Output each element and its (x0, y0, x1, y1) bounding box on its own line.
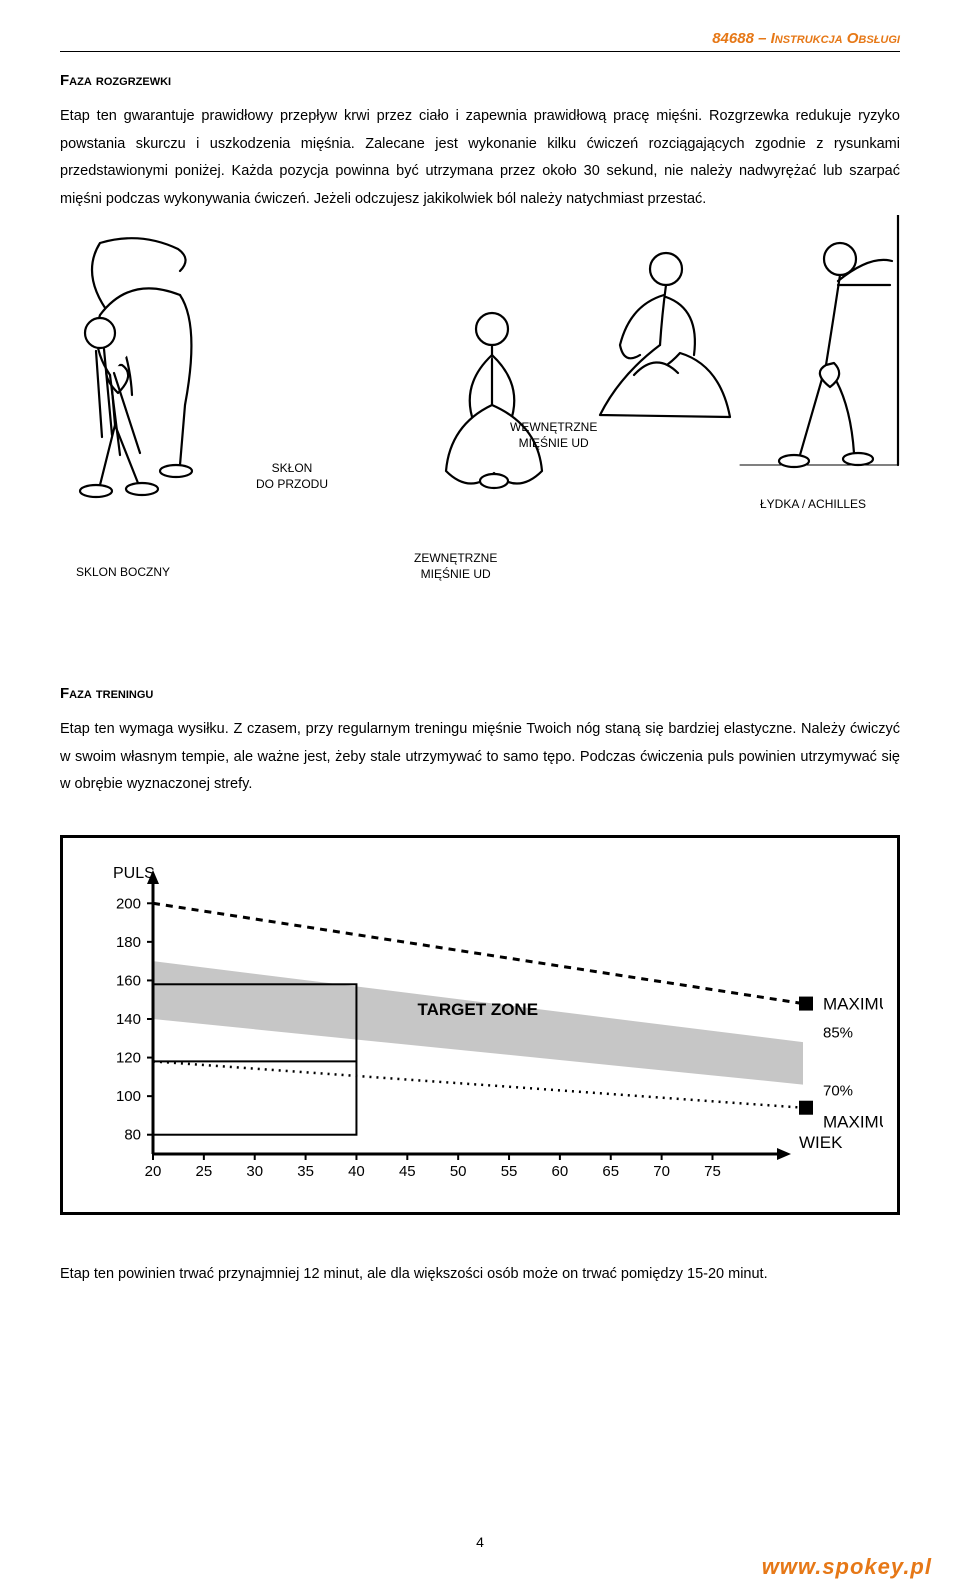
svg-text:60: 60 (552, 1163, 569, 1180)
forward-bend-label: SKŁONDO PRZODU (256, 461, 328, 492)
pulse-chart: 200 180 160 140 120 100 80 20 25 30 35 40 45 50 55 60 65… (60, 835, 900, 1215)
svg-text:PULS: PULS (113, 865, 155, 882)
svg-text:120: 120 (116, 1049, 141, 1066)
svg-text:70%: 70% (823, 1083, 853, 1100)
footer-logo: www.spokey.pl (762, 1554, 932, 1580)
inner-thigh-label: WEWNĘTRZNEMIĘŚNIE UD (510, 420, 597, 451)
outer-thigh-figure (570, 225, 740, 445)
svg-text:45: 45 (399, 1163, 416, 1180)
calf-achilles-figure (730, 215, 920, 475)
warmup-title: Faza rozgrzewki (60, 72, 900, 89)
training-title: Faza treningu (60, 685, 900, 702)
inner-thigh-figure (410, 295, 580, 515)
training-paragraph: Etap ten wymaga wysiłku. Z czasem, przy … (60, 716, 900, 799)
svg-text:70: 70 (653, 1163, 670, 1180)
svg-text:MAXIMUM: MAXIMUM (823, 994, 883, 1013)
warmup-paragraph: Etap ten gwarantuje prawidłowy przepływ … (60, 103, 900, 213)
stretch-figures: WEWNĘTRZNEMIĘŚNIE UD SKŁONDO PRZODU ŁYDK… (60, 225, 900, 645)
header-rule (60, 51, 900, 52)
svg-text:35: 35 (297, 1163, 314, 1180)
svg-text:WIEK: WIEK (799, 1133, 843, 1152)
svg-text:25: 25 (196, 1163, 213, 1180)
pulse-chart-svg: 200 180 160 140 120 100 80 20 25 30 35 40 45 50 55 60 65… (83, 854, 883, 1194)
closing-paragraph: Etap ten powinien trwać przynajmniej 12 … (60, 1261, 900, 1289)
svg-text:55: 55 (501, 1163, 518, 1180)
calf-label: ŁYDKA / ACHILLES (760, 497, 866, 513)
svg-text:50: 50 (450, 1163, 467, 1180)
svg-text:85%: 85% (823, 1024, 853, 1041)
svg-text:160: 160 (116, 972, 141, 989)
svg-text:75: 75 (704, 1163, 721, 1180)
document-header: 84688 – Instrukcja Obsługi (60, 30, 900, 51)
forward-bend-figure (60, 255, 230, 485)
svg-text:20: 20 (145, 1163, 162, 1180)
svg-text:MAXIMUM: MAXIMUM (823, 1113, 883, 1132)
outer-thigh-label: ZEWNĘTRZNEMIĘŚNIE UD (414, 551, 497, 582)
svg-text:30: 30 (246, 1163, 263, 1180)
svg-text:140: 140 (116, 1011, 141, 1028)
svg-text:40: 40 (348, 1163, 365, 1180)
svg-text:180: 180 (116, 934, 141, 951)
side-bend-label: SKLON BOCZNY (76, 565, 170, 581)
svg-text:100: 100 (116, 1088, 141, 1105)
svg-text:200: 200 (116, 895, 141, 912)
page-number: 4 (0, 1534, 960, 1550)
svg-text:65: 65 (602, 1163, 619, 1180)
svg-text:TARGET ZONE: TARGET ZONE (417, 1000, 538, 1019)
svg-text:80: 80 (124, 1127, 141, 1144)
